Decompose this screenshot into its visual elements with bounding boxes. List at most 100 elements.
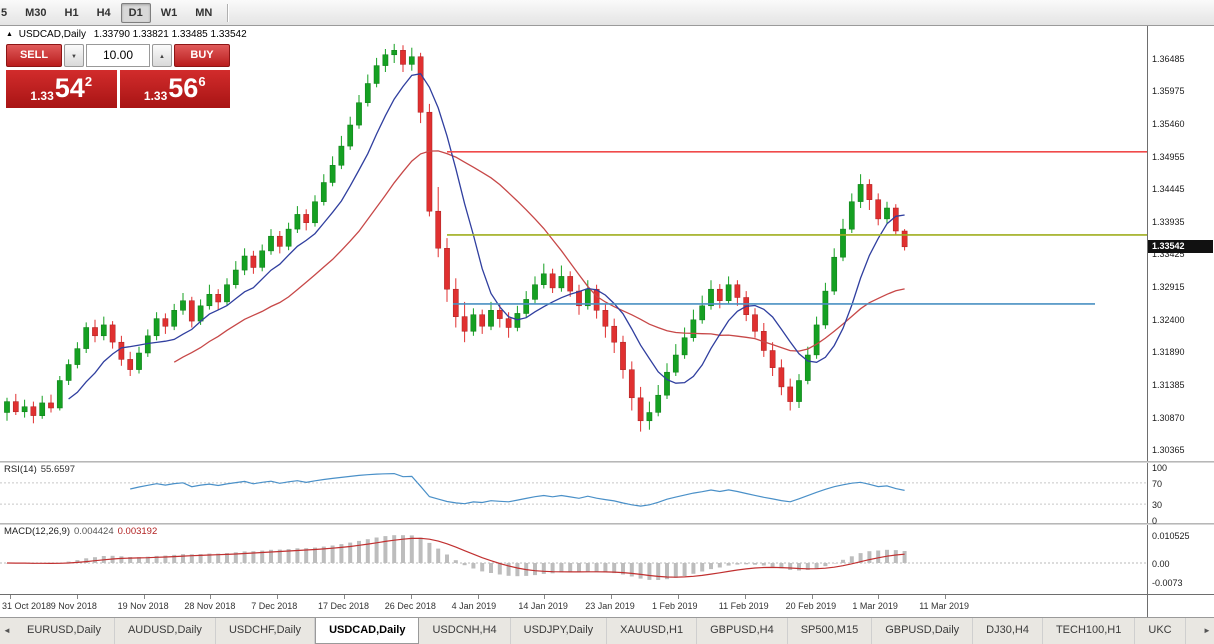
time-axis-tick bbox=[678, 595, 679, 599]
buy-price-base: 1.33 bbox=[143, 89, 168, 103]
timeframe-button-mn[interactable]: MN bbox=[195, 6, 213, 19]
chart-tab[interactable]: USDCAD,Daily bbox=[315, 618, 420, 644]
time-axis-label: 26 Dec 2018 bbox=[384, 601, 436, 611]
chart-tab[interactable]: TECH100,H1 bbox=[1043, 618, 1136, 644]
chevron-down-icon: ▼ bbox=[71, 54, 77, 60]
rsi-plot[interactable]: RSI(14) 55.6597 bbox=[0, 463, 1147, 523]
chart-tab[interactable]: SP500,M15 bbox=[788, 618, 873, 644]
time-axis-tick bbox=[277, 595, 279, 599]
chart-tab[interactable]: GBPUSD,Daily bbox=[872, 618, 974, 644]
time-axis-tick bbox=[410, 595, 412, 599]
timeframe-button-group: 5 M30 H1 H4 D1 W1 MN bbox=[0, 0, 221, 25]
time-axis-label: 11 Mar 2019 bbox=[919, 601, 970, 611]
rsi-value: 55.6597 bbox=[40, 464, 76, 475]
price-axis-label: 1.32915 bbox=[1152, 281, 1185, 292]
panel-splitter[interactable] bbox=[0, 461, 1214, 463]
time-axis-label: 23 Jan 2019 bbox=[585, 601, 635, 611]
rsi-name: RSI(14) bbox=[4, 464, 37, 475]
volume-increase-button[interactable]: ▲ bbox=[152, 44, 172, 67]
time-axis-tick bbox=[143, 595, 145, 599]
macd-axis-label: 0.010525 bbox=[1152, 530, 1190, 541]
time-axis-tick bbox=[611, 595, 613, 599]
tabs-scroll-left-icon[interactable]: ◄ bbox=[3, 626, 11, 635]
rsi-axis-label: 70 bbox=[1152, 478, 1163, 489]
rsi-axis-label: 0 bbox=[1152, 516, 1158, 526]
timeframe-button-h4[interactable]: H4 bbox=[96, 6, 111, 19]
price-axis-label: 1.33935 bbox=[1152, 216, 1185, 227]
price-axis-label: 1.31890 bbox=[1152, 347, 1185, 358]
rsi-axis[interactable]: 100 70 30 0 bbox=[1147, 463, 1213, 526]
buy-price-display[interactable]: 1.33 56 6 bbox=[119, 70, 230, 108]
timeframe-button-m30[interactable]: M30 bbox=[25, 6, 47, 19]
one-click-collapse-icon[interactable]: ▲ bbox=[6, 31, 13, 38]
timeframe-button-w1[interactable]: W1 bbox=[160, 6, 178, 19]
rsi-axis-label: 100 bbox=[1152, 463, 1168, 473]
chart-tab[interactable]: XAUUSD,H1 bbox=[607, 618, 698, 644]
price-axis-label: 1.30365 bbox=[1152, 444, 1185, 455]
macd-main-value: 0.004424 bbox=[74, 526, 114, 537]
rsi-label: RSI(14) 55.6597 bbox=[4, 464, 75, 475]
time-axis-label: 20 Feb 2019 bbox=[785, 601, 837, 611]
price-axis-label: 1.32400 bbox=[1152, 314, 1185, 325]
time-axis-label: 7 Dec 2018 bbox=[251, 601, 298, 611]
sell-price-point: 2 bbox=[84, 74, 93, 89]
candlestick-chart[interactable] bbox=[0, 26, 1147, 461]
time-axis-label: 14 Jan 2019 bbox=[518, 601, 568, 611]
time-axis-label: 4 Jan 2019 bbox=[451, 601, 497, 611]
sell-price-display[interactable]: 1.33 54 2 bbox=[6, 70, 117, 108]
chart-tab[interactable]: USDCHF,Daily bbox=[216, 618, 316, 644]
sell-price-base: 1.33 bbox=[30, 89, 54, 103]
chart-tabs: EURUSD,Daily AUDUSD,Daily USDCHF,Daily USDC… bbox=[14, 618, 1200, 644]
time-axis-label: 1 Feb 2019 bbox=[652, 601, 698, 611]
panel-splitter[interactable] bbox=[0, 523, 1214, 525]
timeframe-button-d1[interactable]: D1 bbox=[120, 2, 151, 23]
timeframe-toolbar: 5 M30 H1 H4 D1 W1 MN bbox=[0, 0, 1214, 26]
timeframe-button-h1[interactable]: H1 bbox=[64, 6, 79, 19]
main-chart-panel: ▲ USDCAD,Daily 1.33790 1.33821 1.33485 1… bbox=[0, 26, 1214, 461]
chart-tab[interactable]: AUDUSD,Daily bbox=[115, 618, 216, 644]
macd-signal-value: 0.003192 bbox=[117, 526, 158, 537]
current-price-tag: 1.33542 bbox=[1148, 239, 1213, 253]
time-axis-tick bbox=[544, 595, 546, 599]
macd-histogram-chart bbox=[0, 535, 1147, 580]
chart-title: USDCAD,Daily bbox=[18, 29, 86, 40]
volume-decrease-button[interactable]: ▼ bbox=[64, 44, 84, 67]
timeframe-button-5[interactable]: 5 bbox=[1, 6, 8, 19]
rsi-line-chart bbox=[0, 472, 1147, 507]
price-axis-label: 1.33425 bbox=[1152, 249, 1185, 260]
tabs-scroll-right-icon[interactable]: ► bbox=[1203, 626, 1211, 635]
price-axis[interactable]: 1.36485 1.35975 1.35460 1.34955 1.34445 1.339… bbox=[1147, 26, 1213, 461]
time-axis[interactable]: 31 Oct 2018 9 Nov 2018 19 Nov 2018 28 Nov 2… bbox=[0, 594, 1214, 617]
sell-button[interactable]: SELL bbox=[6, 44, 62, 67]
macd-plot[interactable]: MACD(12,26,9) 0.004424 0.003192 bbox=[0, 525, 1147, 594]
price-axis-label: 1.35460 bbox=[1152, 119, 1185, 130]
buy-button[interactable]: BUY bbox=[174, 44, 230, 67]
buy-price-pips: 56 bbox=[168, 73, 199, 103]
chart-tab[interactable]: EURUSD,Daily bbox=[14, 618, 115, 644]
chart-ohlc-values: 1.33790 1.33821 1.33485 1.33542 bbox=[93, 29, 247, 40]
chart-tab[interactable]: USDCNH,H4 bbox=[419, 618, 511, 644]
macd-panel: MACD(12,26,9) 0.004424 0.003192 0.010525 0.… bbox=[0, 525, 1214, 594]
sell-price-pips: 54 bbox=[54, 73, 85, 103]
rsi-axis-label: 30 bbox=[1152, 500, 1163, 511]
time-axis-label: 17 Dec 2018 bbox=[318, 601, 370, 611]
rsi-panel: RSI(14) 55.6597 100 70 30 0 bbox=[0, 463, 1214, 526]
time-axis-label: 28 Nov 2018 bbox=[184, 601, 236, 611]
macd-axis[interactable]: 0.010525 0.00 -0.0073 bbox=[1147, 525, 1213, 594]
time-axis-tick bbox=[878, 595, 880, 599]
chart-tab[interactable]: UKC bbox=[1135, 618, 1186, 644]
chart-tab[interactable]: GBPUSD,H4 bbox=[697, 618, 788, 644]
time-axis-tick bbox=[811, 595, 813, 599]
time-axis-tick bbox=[210, 595, 212, 599]
volume-input[interactable]: 10.00 bbox=[86, 44, 150, 67]
toolbar-divider bbox=[227, 3, 230, 22]
price-chart[interactable]: ▲ USDCAD,Daily 1.33790 1.33821 1.33485 1… bbox=[0, 26, 1147, 461]
price-axis-label: 1.34955 bbox=[1152, 151, 1185, 162]
price-axis-label: 1.31385 bbox=[1152, 379, 1185, 390]
time-axis-tick bbox=[344, 595, 345, 599]
time-axis-tick bbox=[10, 595, 11, 599]
chart-tab[interactable]: USDJPY,Daily bbox=[511, 618, 608, 644]
price-axis-label: 1.35975 bbox=[1152, 86, 1185, 97]
chart-tab[interactable]: DJ30,H4 bbox=[973, 618, 1043, 644]
